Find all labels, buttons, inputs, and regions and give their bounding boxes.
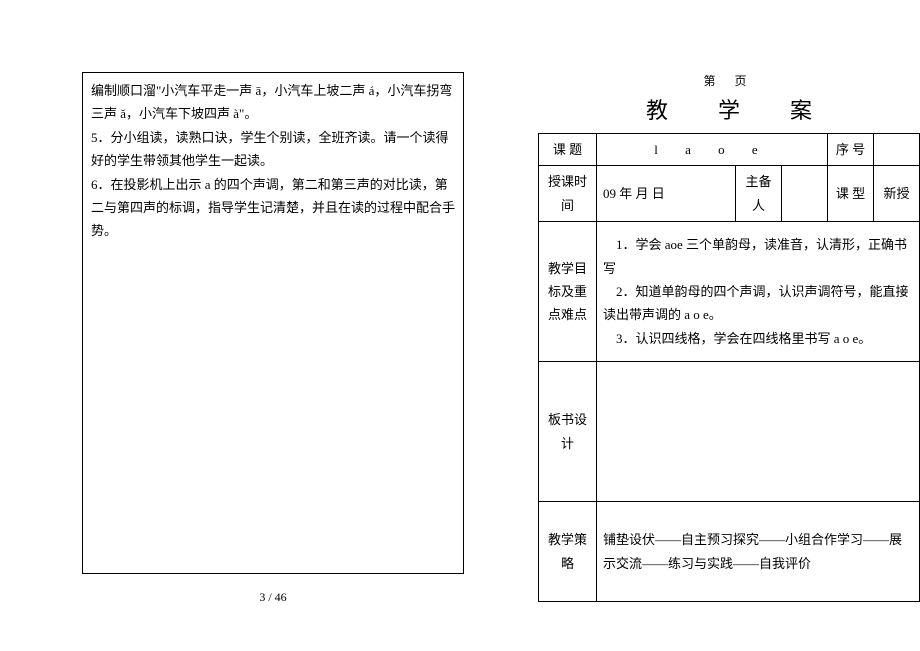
right-column: 第 页 教学案 课 题 l a o e 序 号 授课时间 09 年 月 日 主备… (538, 72, 920, 602)
row-board: 板书设 计 (539, 362, 920, 502)
label-kexing: 课 型 (828, 166, 874, 222)
left-para-2: 5．分小组读，读熟口诀，学生个别读，全班齐读。请一个读得好的学生带领其他学生一起… (91, 126, 455, 173)
label-strategy: 教学策 略 (539, 502, 597, 602)
label-shoukeshijian: 授课时间 (539, 166, 597, 222)
value-zhubeiren (782, 166, 828, 222)
page-number: 3 / 46 (82, 590, 464, 605)
content-strategy: 铺垫设伏——自主预习探究——小组合作学习——展示交流——练习与实践——自我评价 (597, 502, 920, 602)
label-board: 板书设 计 (539, 362, 597, 502)
label-zhubeiren: 主备人 (736, 166, 782, 222)
label-goals: 教学目 标及重 点难点 (539, 222, 597, 362)
value-xuhao (874, 134, 920, 166)
left-text-box: 编制顺口溜"小汽车平走一声 ā，小汽车上坡二声 á，小汽车拐弯三声 ǎ，小汽车下… (82, 72, 464, 574)
row-strategy: 教学策 略 铺垫设伏——自主预习探究——小组合作学习——展示交流——练习与实践—… (539, 502, 920, 602)
lesson-plan-table: 课 题 l a o e 序 号 授课时间 09 年 月 日 主备人 课 型 新授… (538, 133, 920, 602)
value-kexing: 新授 (874, 166, 920, 222)
content-board (597, 362, 920, 502)
left-para-1: 编制顺口溜"小汽车平走一声 ā，小汽车上坡二声 á，小汽车拐弯三声 ǎ，小汽车下… (91, 79, 455, 126)
doc-title: 教学案 (538, 93, 920, 125)
row-goals: 教学目 标及重 点难点 1．学会 aoe 三个单韵母，读准音，认清形，正确书写 … (539, 222, 920, 362)
label-xuhao: 序 号 (828, 134, 874, 166)
page-header: 第 页 (538, 72, 920, 89)
content-goals: 1．学会 aoe 三个单韵母，读准音，认清形，正确书写 2．知道单韵母的四个声调… (597, 222, 920, 362)
row-title: 课 题 l a o e 序 号 (539, 134, 920, 166)
value-date: 09 年 月 日 (597, 166, 736, 222)
label-keti: 课 题 (539, 134, 597, 166)
left-para-3: 6．在投影机上出示 a 的四个声调，第二和第三声的对比读，第二与第四声的标调，指… (91, 173, 455, 243)
value-keti: l a o e (597, 134, 828, 166)
row-time: 授课时间 09 年 月 日 主备人 课 型 新授 (539, 166, 920, 222)
